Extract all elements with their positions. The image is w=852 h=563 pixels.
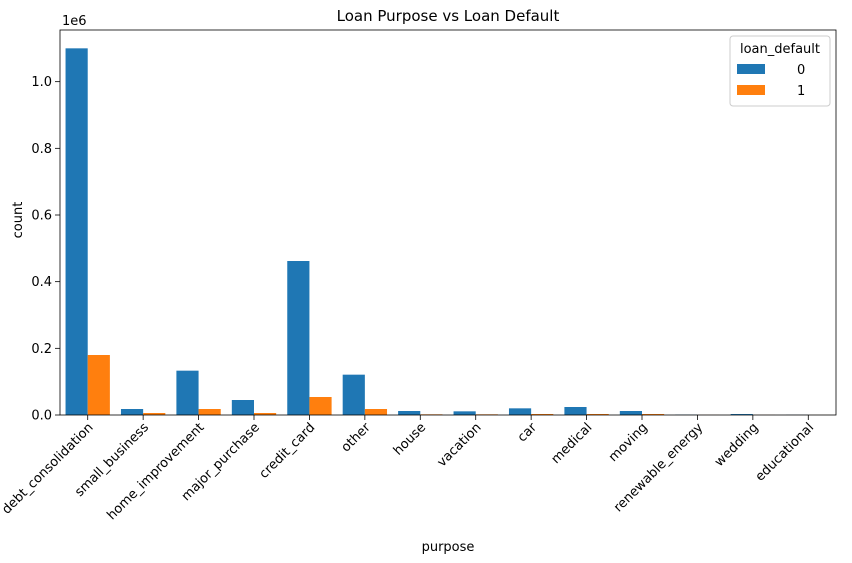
y-axis-label: count [11, 202, 26, 239]
y-tick-label: 0.2 [31, 342, 52, 357]
bar-0-home_improvement [176, 370, 199, 415]
x-tick-label: debt_consolidation [0, 420, 97, 517]
bar-1-home_improvement [198, 409, 221, 415]
bar-0-debt_consolidation [65, 48, 88, 415]
plot-area: 0.00.20.40.60.81.0debt_consolidationsmal… [0, 48, 831, 523]
bar-0-vacation [453, 411, 476, 415]
x-tick-label: house [391, 420, 429, 458]
plot-frame [59, 29, 837, 416]
bar-0-other [342, 374, 365, 415]
x-tick-label: wedding [712, 420, 762, 470]
legend: loan_default 0 1 [729, 35, 831, 107]
bar-1-credit_card [309, 397, 332, 415]
bar-0-wedding [730, 414, 753, 415]
bar-0-moving [619, 411, 642, 415]
bar-1-major_purchase [254, 413, 277, 415]
bar-0-credit_card [287, 261, 310, 415]
x-tick-label: other [339, 420, 375, 456]
x-tick-label: car [515, 420, 541, 446]
bar-0-small_business [120, 409, 144, 415]
y-tick-label: 0.0 [31, 409, 52, 424]
legend-label-1: 1 [797, 84, 805, 99]
x-tick-label: vacation [435, 420, 485, 470]
bar-0-major_purchase [231, 400, 254, 415]
y-tick-label: 0.4 [31, 275, 52, 290]
y-tick-label: 0.6 [31, 209, 52, 224]
y-tick-label: 0.8 [31, 142, 52, 157]
bar-1-debt_consolidation [87, 355, 110, 415]
x-axis-label: purpose [422, 540, 475, 555]
bar-0-car [508, 408, 532, 415]
legend-swatch-0 [737, 64, 765, 74]
x-tick-label: credit_card [257, 420, 319, 482]
bar-0-house [398, 411, 421, 415]
x-tick-label: medical [549, 420, 596, 467]
legend-title: loan_default [740, 42, 820, 57]
bar-1-small_business [143, 413, 166, 415]
x-tick-label: home_improvement [104, 420, 207, 523]
bar-1-medical [586, 414, 609, 415]
bar-1-car [531, 414, 554, 415]
bar-1-other [364, 409, 388, 415]
y-offset-label: 1e6 [62, 14, 87, 29]
x-tick-label: educational [753, 420, 817, 484]
y-tick-label: 1.0 [31, 75, 52, 90]
legend-swatch-1 [737, 85, 765, 95]
bar-0-medical [564, 407, 587, 415]
legend-label-0: 0 [797, 63, 805, 78]
x-tick-label: moving [606, 420, 651, 465]
chart-title: Loan Purpose vs Loan Default [337, 7, 560, 25]
bar-1-moving [642, 414, 665, 415]
